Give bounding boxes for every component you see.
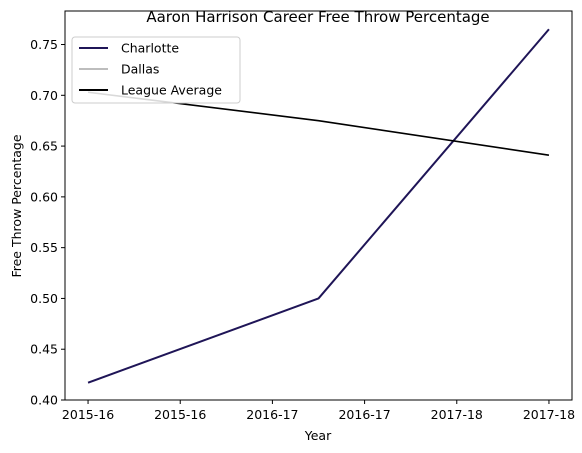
legend: Charlotte Dallas League Average <box>71 36 241 104</box>
x-tick-label: 2016-17 <box>338 407 390 422</box>
x-axis-label: Year <box>304 428 332 443</box>
y-tick-label: 0.75 <box>30 37 58 52</box>
x-tick-label: 2017-18 <box>431 407 483 422</box>
y-tick-label: 0.45 <box>30 342 58 357</box>
y-tick-label: 0.70 <box>30 88 58 103</box>
y-tick-label: 0.50 <box>30 291 58 306</box>
y-tick-label: 0.65 <box>30 139 58 154</box>
x-tick-label: 2015-16 <box>154 407 206 422</box>
y-axis-label: Free Throw Percentage <box>9 134 24 277</box>
legend-box <box>71 36 241 104</box>
y-tick-label: 0.60 <box>30 189 58 204</box>
legend-label-dallas: Dallas <box>121 62 159 77</box>
x-tick-label: 2016-17 <box>246 407 298 422</box>
plot-frame <box>64 10 573 401</box>
y-tick-label: 0.40 <box>30 393 58 408</box>
legend-label-charlotte: Charlotte <box>121 41 179 56</box>
x-tick-label: 2017-18 <box>523 407 575 422</box>
x-tick-label: 2015-16 <box>62 407 114 422</box>
legend-label-league-average: League Average <box>121 83 222 98</box>
y-tick-label: 0.55 <box>30 240 58 255</box>
chart-title: Aaron Harrison Career Free Throw Percent… <box>146 8 489 26</box>
